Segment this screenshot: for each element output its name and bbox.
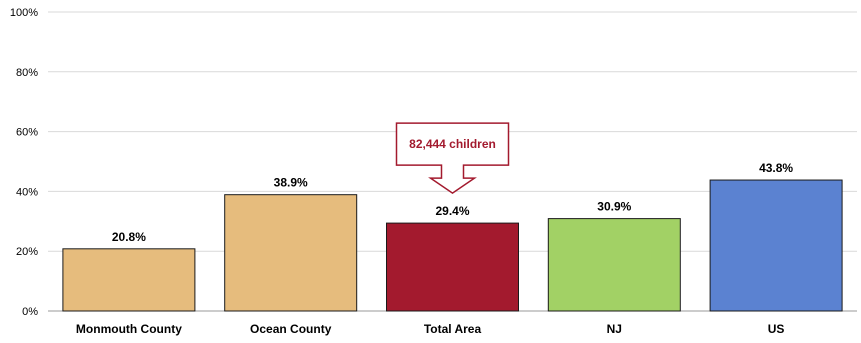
- category-label: Ocean County: [250, 322, 332, 336]
- data-labels: 20.8% 38.9% 29.4% 30.9% 43.8%: [112, 161, 794, 244]
- y-tick-label: 20%: [16, 246, 38, 258]
- category-labels: Monmouth County Ocean County Total Area NJ U…: [76, 322, 785, 336]
- bars: [62, 179, 843, 312]
- y-tick-label: 40%: [16, 186, 38, 198]
- data-label: 43.8%: [759, 161, 793, 175]
- y-tick-label: 100%: [10, 7, 38, 19]
- bar: [224, 194, 358, 312]
- data-label: 30.9%: [597, 200, 631, 214]
- y-axis-tick-labels: 0% 20% 40% 60% 80% 100%: [10, 7, 38, 318]
- data-label: 20.8%: [112, 230, 146, 244]
- bar: [547, 218, 681, 312]
- callout-text: 82,444 children: [409, 137, 496, 151]
- data-label: 29.4%: [435, 204, 469, 218]
- annotation-callout: 82,444 children: [395, 122, 510, 195]
- category-label: Monmouth County: [76, 322, 182, 336]
- callout-arrow-shape: [395, 122, 510, 195]
- bar: [709, 179, 843, 312]
- bar: [386, 222, 519, 312]
- bar: [62, 248, 196, 312]
- category-label: NJ: [607, 322, 622, 336]
- y-tick-label: 80%: [16, 67, 38, 79]
- y-tick-label: 60%: [16, 127, 38, 139]
- category-label: Total Area: [424, 322, 482, 336]
- category-label: US: [768, 322, 785, 336]
- data-label: 38.9%: [274, 176, 308, 190]
- y-tick-label: 0%: [22, 306, 38, 318]
